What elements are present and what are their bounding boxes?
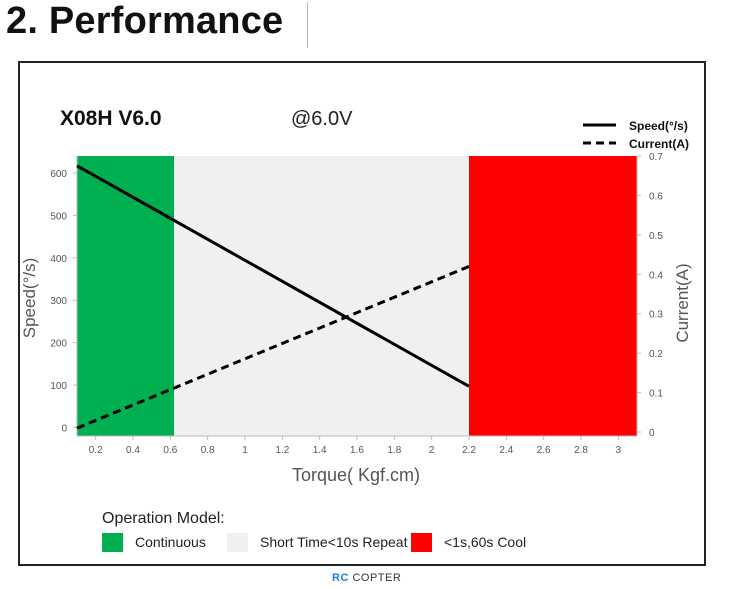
y-tick-label: 400 xyxy=(50,254,67,265)
y2-tick-label: 0.5 xyxy=(649,231,663,242)
x-tick-label: 2.8 xyxy=(574,445,588,456)
chart-title: X08H V6.0 xyxy=(60,107,162,130)
chart-frame: 0.2 0.4 0.6 0.8 1 1.2 1.4 1.6 1.8 2 2.2 2.4 2.6 2.8 3 0… xyxy=(18,61,706,566)
y-tick-label: 0 xyxy=(61,424,67,435)
heading-divider xyxy=(307,2,308,48)
zone-legend-title: Operation Model: xyxy=(102,510,225,527)
y2-tick-label: 0.3 xyxy=(649,310,663,321)
y2-tick-label: 0.7 xyxy=(649,152,663,163)
chart-subtitle: @6.0V xyxy=(291,108,353,130)
x-tick-label: 2.4 xyxy=(499,445,513,456)
zone-legend-label-2: Short Time<10s Repeat xyxy=(260,534,408,550)
x-tick-label: 2.6 xyxy=(537,445,551,456)
zone-legend-swatch-1 xyxy=(102,533,123,552)
y-tick-label: 500 xyxy=(50,211,67,222)
y2-tick-label: 0.1 xyxy=(649,389,663,400)
x-tick-label: 1.2 xyxy=(275,445,289,456)
zone-legend: Continuous Short Time<10s Repeat <1s,60s C… xyxy=(102,533,526,552)
y-tick-label: 300 xyxy=(50,296,67,307)
y2-tick-label: 0 xyxy=(649,428,655,439)
zone-band-1 xyxy=(77,156,175,436)
x-tick-label: 1 xyxy=(242,445,248,456)
x-tick-label: 0.8 xyxy=(201,445,215,456)
watermark-prefix: RC xyxy=(332,572,349,584)
x-tick-label: 0.4 xyxy=(126,445,140,456)
performance-chart: 0.2 0.4 0.6 0.8 1 1.2 1.4 1.6 1.8 2 2.2 2.4 2.6 2.8 30… xyxy=(20,107,692,552)
y-tick-label: 200 xyxy=(50,339,67,350)
x-tick-label: 0.6 xyxy=(163,445,177,456)
y-tick-label: 100 xyxy=(50,381,67,392)
zone-legend-swatch-3 xyxy=(411,533,432,552)
legend-label-1: Speed(°/s) xyxy=(629,119,688,133)
speed-series-line xyxy=(76,164,470,388)
y-tick-label: 600 xyxy=(50,169,67,180)
x-tick-label: 1.8 xyxy=(387,445,401,456)
legend-label-2: Current(A) xyxy=(629,137,689,151)
page-heading: 2. Performance xyxy=(6,0,284,42)
zone-band-3 xyxy=(469,156,637,436)
y-axis-label: Speed(°/s) xyxy=(20,258,39,339)
series-legend: Speed(°/s) Current(A) xyxy=(583,119,689,151)
x-axis-label: Torque( Kgf.cm) xyxy=(292,465,420,485)
x-tick-label: 1.4 xyxy=(313,445,327,456)
y2-tick-label: 0.2 xyxy=(649,349,663,360)
watermark-suffix: COPTER xyxy=(352,572,402,584)
y2-tick-label: 0.4 xyxy=(649,270,663,281)
zone-legend-swatch-2 xyxy=(227,533,248,552)
series-layer xyxy=(76,164,470,430)
zone-band-2 xyxy=(174,156,470,436)
watermark-logo: RC COPTER xyxy=(332,572,401,584)
current-series-line xyxy=(76,265,470,430)
zone-legend-label-1: Continuous xyxy=(135,534,206,550)
x-tick-label: 1.6 xyxy=(350,445,364,456)
zones-layer xyxy=(77,156,637,436)
zone-legend-label-3: <1s,60s Cool xyxy=(444,534,526,550)
x-tick-label: 2 xyxy=(429,445,435,456)
x-tick-label: 2.2 xyxy=(462,445,476,456)
y2-tick-label: 0.6 xyxy=(649,191,663,202)
axes-layer: 0.2 0.4 0.6 0.8 1 1.2 1.4 1.6 1.8 2 2.2 2.4 2.6 2.8 30… xyxy=(50,152,663,456)
y2-axis-label: Current(A) xyxy=(673,263,692,342)
x-tick-label: 0.2 xyxy=(89,445,103,456)
x-tick-label: 3 xyxy=(616,445,622,456)
